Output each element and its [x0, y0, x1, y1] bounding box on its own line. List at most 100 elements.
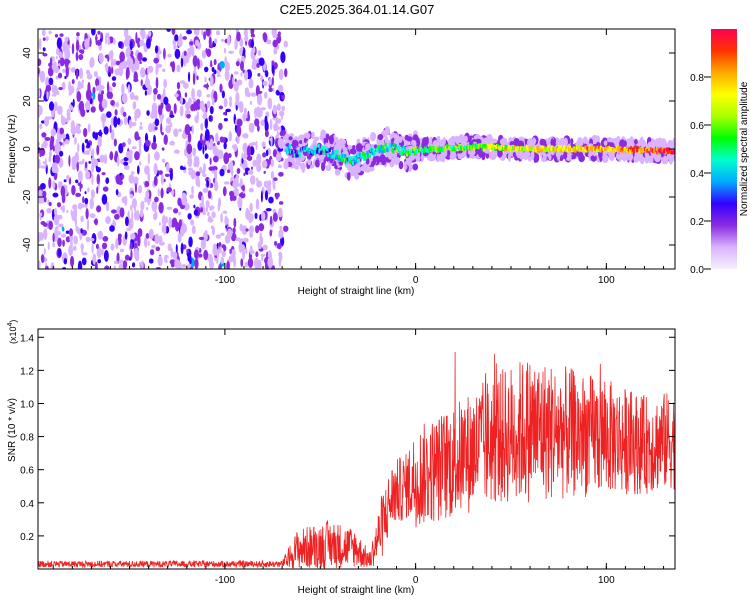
spectrogram-cell	[210, 59, 213, 68]
spectrogram-cell	[154, 45, 159, 54]
spectrogram-cell	[248, 213, 254, 223]
spectrogram-cell	[174, 34, 179, 42]
spectrogram-cell	[217, 202, 220, 212]
spectrogram-cell	[254, 212, 258, 220]
spectrogram-cell	[283, 40, 289, 48]
spectrogram-cell	[204, 66, 209, 73]
spectrogram-cell	[382, 129, 388, 135]
spectrogram-cell	[208, 36, 212, 48]
spectrogram-cell	[208, 115, 212, 122]
spectrogram-cell	[163, 96, 169, 106]
snr-y-tick-label: 1.2	[20, 366, 34, 377]
spectrogram-cell	[489, 146, 492, 151]
spectrogram-cell	[96, 39, 102, 46]
spectrogram-cell	[39, 70, 46, 83]
spectrogram-cell	[527, 138, 534, 148]
spectrogram-cell	[144, 90, 147, 96]
spectrogram-cell	[334, 150, 337, 155]
spectrogram-cell	[60, 185, 66, 197]
spectrogram-cell	[139, 39, 145, 47]
spectrogram-cell	[629, 149, 632, 154]
spectrogram-cell	[98, 53, 104, 64]
spectrogram-cell	[91, 156, 95, 167]
spectrogram-cell	[223, 142, 227, 150]
spectrogram-cell	[61, 226, 65, 232]
spectrogram-cell	[97, 230, 104, 240]
spectrogram-cell	[283, 225, 289, 232]
spectrogram-cell	[261, 141, 266, 148]
spectrogram-cell	[392, 149, 395, 154]
spectrogram-cell	[243, 237, 249, 243]
spectrogram-cell	[390, 143, 393, 148]
spectrogram-cell	[79, 171, 83, 183]
spectrogram-cell	[124, 29, 129, 39]
spectrogram-cell	[224, 61, 230, 73]
spectrogram-cell	[49, 57, 53, 67]
spectrogram-cell	[400, 148, 403, 153]
spectrogram-cell	[207, 211, 210, 217]
spectrogram-cell	[77, 202, 83, 210]
spectrogram-cell	[77, 182, 81, 186]
spectrogram-cell	[224, 217, 229, 225]
spectrogram-cell	[267, 97, 273, 110]
spectrogram-cell	[202, 187, 209, 193]
spectrogram-cell	[113, 260, 118, 265]
spectrogram-cell	[129, 204, 133, 212]
spectrogram-cell	[158, 222, 162, 226]
spectrogram-cell	[243, 70, 249, 81]
spectrogram-cell	[365, 154, 368, 159]
spectrogram-cell	[338, 154, 341, 159]
spectrogram-cell	[124, 254, 130, 261]
spectrogram-cell	[508, 145, 511, 150]
spectrogram-cell	[70, 67, 76, 73]
spectrogram-cell	[215, 234, 222, 239]
spectrogram-cell	[181, 223, 188, 234]
spectrogram-cell	[174, 221, 180, 232]
spectrogram-cell	[209, 105, 214, 115]
spectrogram-cell	[212, 155, 219, 163]
spectrogram-cell	[263, 170, 266, 174]
spectrogram-cell	[126, 227, 132, 231]
spectrogram-cell	[373, 144, 378, 149]
spectrogram-cell	[232, 179, 239, 189]
spectrogram-cell	[635, 151, 642, 160]
spectrogram-cell	[145, 74, 149, 82]
spectrogram-cell	[340, 157, 343, 162]
spectrogram-cell	[513, 137, 520, 147]
spectrogram-cell	[219, 136, 224, 143]
spectrogram-cell	[75, 179, 79, 184]
spectrogram-cell	[223, 117, 228, 122]
spectrogram-cell	[174, 93, 179, 98]
spectrogram-cell	[256, 163, 262, 172]
spectrogram-cell	[96, 186, 99, 194]
spectrogram-cell	[133, 71, 138, 83]
spectrogram-cell	[110, 99, 115, 106]
spectrogram-cell	[84, 138, 89, 144]
spectrogram-cell	[276, 130, 279, 139]
spectrogram-cell	[262, 152, 267, 158]
spectrogram-cell	[121, 83, 125, 95]
spectrogram-cell	[312, 149, 315, 154]
spectrogram-cell	[507, 152, 512, 162]
spectrogram-cell	[59, 33, 64, 37]
spectrogram-cell	[223, 111, 227, 116]
spectrogram-cell	[299, 139, 303, 145]
spectrogram-cell	[156, 63, 163, 69]
spectrogram-cell	[315, 149, 319, 154]
spectrogram-cell	[125, 66, 130, 79]
spectrogram-cell	[276, 103, 281, 111]
spectrogram-cell	[209, 205, 215, 210]
spectrogram-cell	[38, 38, 42, 50]
spectrogram-cell	[472, 143, 475, 148]
colorbar-tick-label: 0.6	[690, 121, 704, 132]
spectrogram-cell	[68, 244, 74, 256]
spectrogram-cell	[272, 39, 278, 48]
spectrogram-cell	[153, 57, 159, 64]
spectrogram-cell	[169, 122, 173, 128]
spectrogram-cell	[558, 148, 561, 153]
spectrogram-cell	[187, 156, 193, 168]
spectrogram-cell	[381, 149, 384, 154]
spectrogram-cell	[75, 36, 80, 42]
spectrogram-cell	[243, 35, 249, 42]
spectrogram-cell	[372, 148, 375, 153]
